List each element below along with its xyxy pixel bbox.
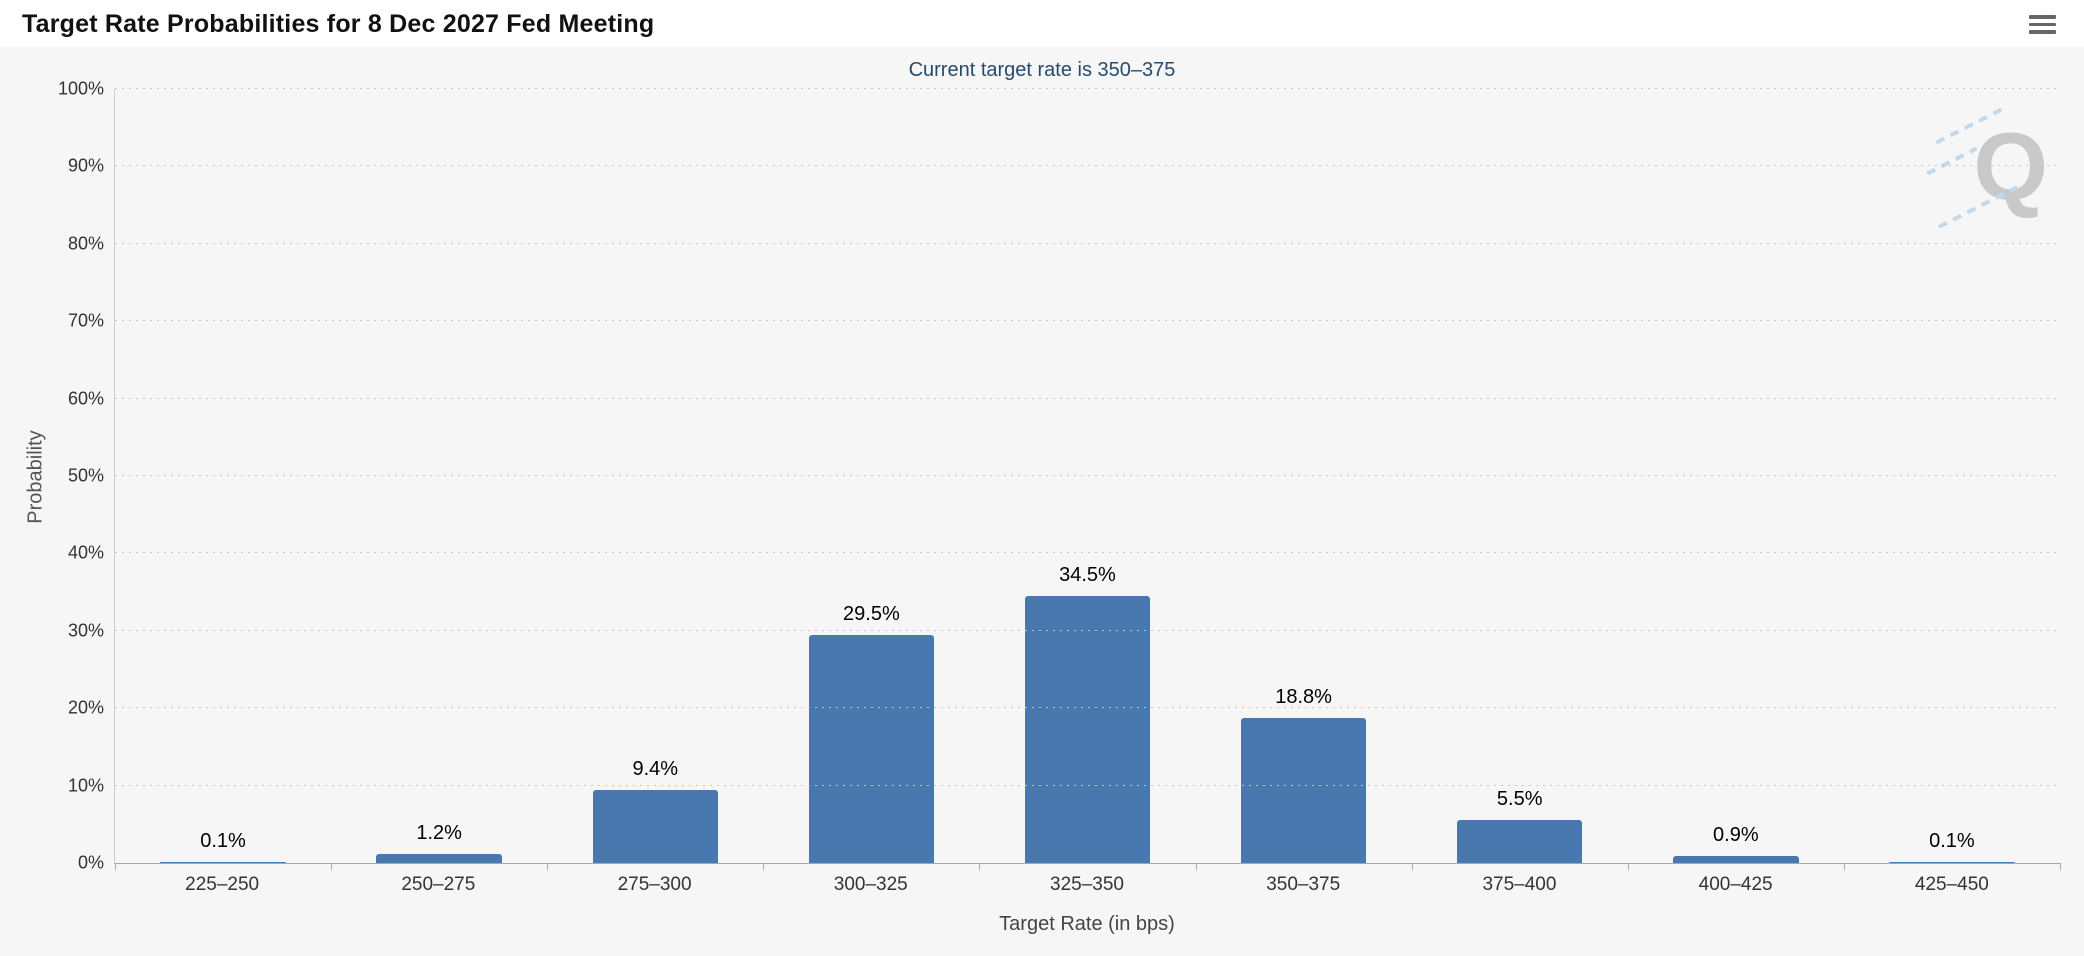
bar-value-label: 0.1%	[200, 830, 246, 853]
y-gridline	[115, 242, 2060, 244]
y-tick-label: 90%	[67, 155, 104, 176]
x-category-label: 400–425	[1698, 874, 1773, 895]
bar-value-label: 9.4%	[632, 758, 679, 781]
plot-area: 0.1% 1.2% 9.4% 29.5% 34.5% 18.8% 5.5% 0.9% 0.1% …	[58, 79, 2061, 873]
x-category-label: 275–300	[617, 874, 692, 895]
probability-bar[interactable]	[1673, 856, 1799, 863]
y-tick-label: 0%	[77, 852, 104, 873]
x-category-label: 300–325	[833, 874, 908, 895]
y-tick-label: 10%	[67, 775, 104, 796]
x-tick-mark	[1411, 863, 1413, 870]
probability-bar[interactable]	[808, 634, 935, 863]
probability-bar[interactable]	[592, 790, 718, 863]
y-gridline	[115, 707, 2060, 709]
probability-bar[interactable]	[1457, 820, 1583, 863]
x-axis-labels: 225–250 250–275 275–300 300–325 325–350 350–3…	[114, 874, 2060, 900]
chart-region: Current target rate is 350–375 Q Probabi…	[0, 47, 2084, 956]
y-tick-label: 30%	[67, 620, 104, 641]
y-tick-label: 100%	[57, 78, 104, 99]
x-category-label: 225–250	[185, 874, 260, 895]
y-tick-label: 60%	[67, 388, 104, 409]
bar-slot: 18.8%	[1196, 89, 1412, 863]
bar-slot: 0.9%	[1628, 89, 1844, 863]
y-tick-label: 70%	[67, 310, 104, 331]
bar-value-label: 29.5%	[843, 602, 900, 625]
probability-bar[interactable]	[1889, 862, 2015, 863]
x-tick-mark	[547, 863, 549, 870]
y-gridline	[115, 320, 2060, 322]
bar-value-label: 1.2%	[416, 821, 462, 844]
bar-value-label: 0.9%	[1713, 824, 1759, 847]
chart-title: Target Rate Probabilities for 8 Dec 2027…	[22, 10, 655, 38]
x-tick-mark	[115, 863, 116, 870]
x-tick-mark	[1195, 863, 1197, 870]
y-gridline	[115, 629, 2060, 631]
bar-slot: 5.5%	[1412, 89, 1628, 863]
x-tick-mark	[331, 863, 333, 870]
y-gridline	[115, 784, 2060, 786]
hamburger-icon	[2029, 30, 2056, 34]
bar-value-label: 34.5%	[1059, 563, 1116, 586]
y-gridline	[115, 397, 2060, 399]
y-gridline	[115, 165, 2060, 167]
x-category-label: 375–400	[1482, 874, 1557, 895]
bar-value-label: 18.8%	[1275, 685, 1332, 708]
bar-value-label: 5.5%	[1496, 788, 1543, 811]
bar-slot: 9.4%	[547, 89, 763, 863]
y-tick-label: 40%	[67, 542, 104, 563]
bar-slot: 1.2%	[331, 89, 547, 863]
chart-subtitle: Current target rate is 350–375	[908, 59, 1176, 81]
probability-bar[interactable]	[160, 862, 286, 863]
bar-slots: 0.1% 1.2% 9.4% 29.5% 34.5% 18.8% 5.5% 0.9% 0.1%	[115, 89, 2060, 863]
y-gridline	[115, 88, 2060, 89]
probability-bar[interactable]	[1024, 595, 1151, 863]
title-bar: Target Rate Probabilities for 8 Dec 2027…	[0, 0, 2084, 47]
x-tick-mark	[2060, 863, 2061, 870]
y-tick-label: 80%	[67, 233, 104, 254]
hamburger-menu-button[interactable]	[2029, 15, 2056, 34]
bar-slot: 34.5%	[979, 89, 1195, 863]
bar-slot: 0.1%	[1844, 89, 2060, 863]
bar-slot: 29.5%	[763, 89, 979, 863]
hamburger-icon	[2029, 22, 2056, 27]
bar-slot: 0.1%	[115, 89, 331, 863]
probability-bar[interactable]	[376, 853, 502, 863]
x-category-label: 425–450	[1914, 874, 1989, 895]
hamburger-icon	[2029, 15, 2056, 19]
x-category-label: 325–350	[1050, 874, 1124, 895]
y-tick-label: 20%	[67, 697, 104, 718]
x-tick-mark	[979, 863, 981, 870]
x-tick-mark	[1627, 863, 1629, 870]
x-axis-title: Target Rate (in bps)	[999, 913, 1175, 935]
y-gridline	[115, 552, 2060, 554]
probability-bar[interactable]	[1240, 717, 1367, 863]
x-category-label: 350–375	[1266, 874, 1341, 895]
y-tick-label: 50%	[67, 465, 104, 486]
bar-value-label: 0.1%	[1929, 830, 1975, 853]
x-tick-mark	[1843, 863, 1845, 870]
x-category-label: 250–275	[401, 874, 476, 895]
y-axis-title: Probability	[24, 430, 47, 524]
x-tick-mark	[763, 863, 765, 870]
y-gridline	[115, 475, 2060, 476]
